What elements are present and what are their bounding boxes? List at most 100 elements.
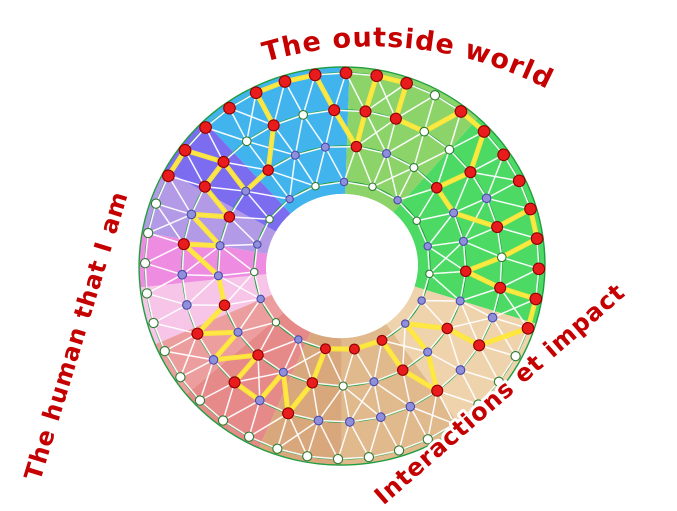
node-red — [328, 104, 341, 117]
mesh-chord — [416, 220, 429, 247]
mesh-spoke — [204, 185, 246, 192]
mesh-spoke — [463, 226, 498, 243]
mesh-spoke — [257, 321, 277, 356]
node-purple — [417, 296, 426, 305]
mesh-chord — [426, 246, 431, 274]
node-red — [306, 377, 319, 389]
mesh-spoke — [423, 95, 436, 132]
mesh-spoke — [223, 271, 255, 306]
node-red — [348, 343, 360, 355]
mesh-spoke — [237, 321, 277, 333]
mesh-spoke — [199, 381, 235, 402]
node-red — [199, 121, 212, 134]
mesh-spoke — [311, 382, 320, 421]
sector-red-light — [154, 294, 284, 395]
mesh-spoke — [501, 256, 540, 270]
mesh-spoke — [155, 202, 192, 216]
mesh-spoke — [180, 359, 214, 378]
node-purple — [290, 150, 300, 160]
node-red — [267, 119, 280, 132]
mesh-spoke — [248, 412, 289, 438]
mesh-spoke — [381, 339, 428, 353]
mesh-chord — [275, 321, 299, 341]
mesh-spoke — [395, 94, 436, 120]
mesh-spoke — [302, 74, 316, 116]
mesh-spoke — [401, 323, 407, 371]
mesh-spoke — [219, 245, 255, 273]
mesh-spoke — [282, 348, 326, 373]
sector-tan — [341, 323, 461, 466]
mesh-spoke — [246, 140, 269, 171]
mesh-spoke — [223, 161, 269, 171]
mesh-spoke — [155, 203, 185, 245]
mesh-chord — [397, 199, 418, 222]
mesh-spoke — [257, 338, 299, 356]
mesh-spoke — [355, 118, 397, 148]
mesh-spoke — [228, 216, 258, 246]
mesh-chord — [256, 218, 271, 245]
node-red — [350, 140, 363, 153]
mesh-chord — [253, 271, 262, 300]
node-purple — [294, 335, 303, 344]
node-red — [464, 166, 477, 179]
node-purple — [278, 367, 288, 377]
mesh-spoke — [496, 226, 538, 240]
mesh-spoke — [416, 187, 438, 222]
node-red — [389, 112, 402, 125]
node-purple — [177, 269, 188, 280]
node-red — [177, 238, 190, 251]
mesh-spoke — [272, 81, 286, 126]
mesh-spoke — [427, 245, 467, 272]
mesh-spoke — [499, 287, 529, 329]
node-white — [175, 372, 186, 383]
node-white — [159, 345, 170, 357]
mesh-spoke — [224, 298, 261, 306]
node-purple — [423, 241, 432, 251]
mesh-chord — [181, 274, 188, 306]
mesh-spoke — [373, 340, 383, 382]
node-purple — [253, 240, 262, 249]
mesh-chord — [349, 416, 381, 423]
node-red — [223, 101, 236, 115]
mesh-spoke — [459, 300, 493, 319]
mesh-spoke — [342, 348, 356, 387]
mesh-spoke — [448, 111, 462, 150]
mesh-spoke — [459, 287, 501, 302]
mesh-spoke — [222, 399, 261, 422]
node-white — [363, 451, 375, 463]
node-white — [473, 399, 484, 410]
node-white — [143, 227, 154, 239]
mesh-spoke — [234, 371, 284, 384]
mesh-spoke — [401, 369, 412, 407]
node-white — [332, 453, 344, 465]
mesh-spoke — [429, 270, 466, 275]
node-white — [444, 144, 455, 155]
node-white — [493, 376, 505, 387]
mesh-spoke — [294, 114, 304, 156]
node-purple — [344, 416, 355, 427]
mesh-spoke — [153, 304, 188, 324]
node-white — [496, 252, 507, 263]
node-red — [529, 292, 543, 306]
node-red — [228, 376, 241, 389]
node-red — [162, 169, 175, 183]
node-purple — [405, 401, 416, 412]
node-white — [302, 451, 313, 462]
mesh-spoke — [463, 240, 503, 258]
mesh-spoke — [147, 232, 185, 245]
wheel-rotated-group — [138, 66, 546, 466]
node-red — [491, 220, 504, 234]
mesh-spoke — [314, 146, 327, 187]
mesh-spoke — [306, 420, 320, 457]
node-purple — [481, 193, 492, 204]
node-purple — [213, 271, 223, 281]
mesh-spoke — [460, 369, 500, 383]
mesh-spoke — [373, 381, 382, 418]
mesh-spoke — [276, 419, 319, 450]
mesh-spoke — [427, 212, 455, 247]
node-red — [223, 211, 236, 223]
mesh-spoke — [164, 350, 214, 361]
mesh-spoke — [449, 130, 485, 151]
node-purple — [423, 347, 433, 357]
